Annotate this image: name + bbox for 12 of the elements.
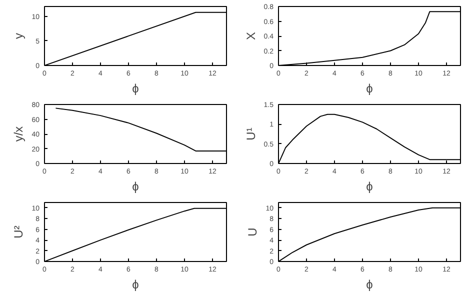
x-axis-title: ϕ [132, 180, 140, 194]
y-axis-title: U² [12, 226, 26, 238]
y-axis-title: U [246, 228, 260, 236]
y-axis-title: U¹ [244, 128, 258, 140]
x-axis-title: ϕ [132, 82, 140, 96]
x-axis-title: ϕ [366, 180, 374, 194]
y-axis-title: y [12, 33, 26, 39]
y-axis-title: y/x [12, 126, 26, 142]
x-axis-title: ϕ [366, 82, 374, 96]
x-axis-title: ϕ [366, 278, 374, 292]
y-axis-title: X [244, 32, 258, 40]
x-axis-title: ϕ [132, 278, 140, 292]
